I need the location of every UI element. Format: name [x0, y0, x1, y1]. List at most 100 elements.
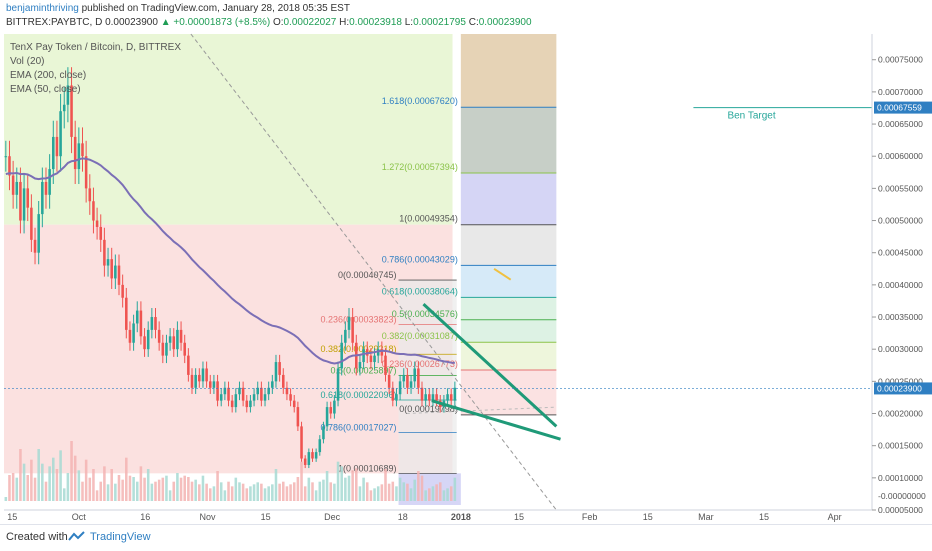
- fib-left-label: 1(0.00010689): [338, 463, 397, 473]
- volume-bar: [413, 479, 416, 501]
- volume-bar: [387, 483, 391, 501]
- candle-body: [22, 188, 26, 221]
- volume-bar: [442, 490, 446, 501]
- volume-bar: [190, 481, 194, 501]
- volume-bar: [128, 475, 132, 501]
- candle-body: [33, 239, 37, 253]
- volume-bar: [114, 483, 117, 501]
- last-price-badge: [874, 382, 932, 395]
- volume-bar: [260, 483, 263, 501]
- candle-body: [260, 387, 263, 401]
- candle-body: [114, 265, 117, 279]
- candle-body: [30, 207, 33, 240]
- yellow-mark: [493, 267, 512, 281]
- volume-bar: [409, 488, 413, 501]
- volume-bar: [8, 475, 11, 501]
- candle-body: [249, 400, 252, 408]
- dashed-trendline: [190, 33, 557, 511]
- candle-body: [271, 381, 274, 388]
- candle-body: [333, 400, 336, 414]
- candle-body: [314, 452, 318, 459]
- y-tick-label: 0.00020000: [878, 409, 923, 419]
- candle-body: [274, 362, 278, 382]
- candle-body: [216, 381, 219, 401]
- volume-bar: [340, 466, 343, 501]
- candle-body: [154, 317, 157, 330]
- candle-body: [402, 374, 406, 382]
- candle-body: [139, 310, 143, 337]
- candle-body: [344, 329, 347, 343]
- candle-body: [263, 394, 267, 401]
- volume-bar: [285, 486, 289, 501]
- volume-bar: [117, 475, 121, 501]
- candle-body: [150, 317, 154, 330]
- candle-body: [208, 381, 212, 388]
- candle-body: [245, 400, 249, 408]
- volume-bar: [73, 455, 77, 501]
- candle-body: [413, 368, 416, 382]
- candle-body: [62, 104, 66, 112]
- volume-bar: [245, 488, 249, 501]
- x-tick-label: Mar: [698, 512, 714, 522]
- volume-bar: [238, 482, 241, 501]
- fib-right-label: 1.272(0.00057394): [382, 162, 458, 172]
- volume-bar: [398, 477, 402, 501]
- volume-bar: [380, 484, 384, 501]
- volume-bar: [70, 441, 73, 501]
- volume-bar: [92, 469, 95, 501]
- tradingview-logo-icon: [68, 531, 85, 541]
- candle-body: [37, 214, 40, 253]
- candle-body: [384, 355, 387, 375]
- volume-bar: [135, 481, 139, 501]
- volume-bar: [26, 475, 30, 501]
- legend-ema200[interactable]: EMA (200, close): [10, 70, 87, 81]
- candle-body: [234, 394, 238, 408]
- volume-bar: [424, 490, 427, 501]
- candle-body: [387, 374, 391, 388]
- candle-body: [219, 394, 223, 401]
- tradingview-brand[interactable]: TradingView: [90, 531, 151, 543]
- author-link[interactable]: benjaminthriving: [6, 3, 79, 14]
- candle-body: [424, 394, 427, 401]
- volume-bar: [99, 481, 103, 501]
- legend-vol[interactable]: Vol (20): [10, 56, 45, 67]
- candle-body: [66, 85, 70, 105]
- volume-bar: [121, 479, 124, 501]
- y-tick-label: 0.00070000: [878, 87, 923, 97]
- volume-bar: [201, 475, 205, 501]
- volume-bar: [62, 488, 66, 501]
- fib-right-label: 0(0.00019798): [399, 404, 458, 414]
- candle-body: [117, 265, 121, 285]
- candle-body: [26, 188, 30, 208]
- fib-right-label: 0.5(0.00034576): [392, 309, 458, 319]
- volume-bar: [435, 484, 438, 501]
- candle-body: [128, 329, 132, 343]
- y-tick-label: 0.00005000: [878, 505, 923, 515]
- candle-body: [329, 407, 333, 414]
- candle-body: [92, 201, 95, 221]
- volume-bar: [252, 484, 256, 501]
- volume-bar: [417, 471, 420, 501]
- volume-bar: [365, 482, 369, 501]
- candle-body: [146, 329, 150, 350]
- candle-body: [4, 156, 8, 158]
- candle-body: [48, 169, 51, 195]
- volume-bar: [428, 488, 431, 501]
- volume-bar: [88, 477, 92, 501]
- candle-body: [135, 310, 139, 324]
- candle-body: [391, 387, 395, 401]
- volume-bar: [362, 477, 365, 501]
- volume-bar: [19, 449, 22, 501]
- price-chart[interactable]: 1.618(0.00067620) 1.272(0.00057394) 1(0.00…: [0, 32, 932, 524]
- candle-body: [205, 368, 208, 382]
- y-tick-label: 0.00010000: [878, 473, 923, 483]
- candle-body: [77, 143, 81, 170]
- y-tick-label: 0.00045000: [878, 248, 923, 258]
- volume-bar: [161, 477, 165, 501]
- fib-zone-1: [460, 224, 557, 266]
- legend-ema50[interactable]: EMA (50, close): [10, 84, 81, 95]
- x-tick-label: 15: [643, 512, 653, 522]
- candle-body: [15, 181, 19, 195]
- volume-bar: [336, 461, 340, 501]
- volume-bar: [278, 483, 281, 501]
